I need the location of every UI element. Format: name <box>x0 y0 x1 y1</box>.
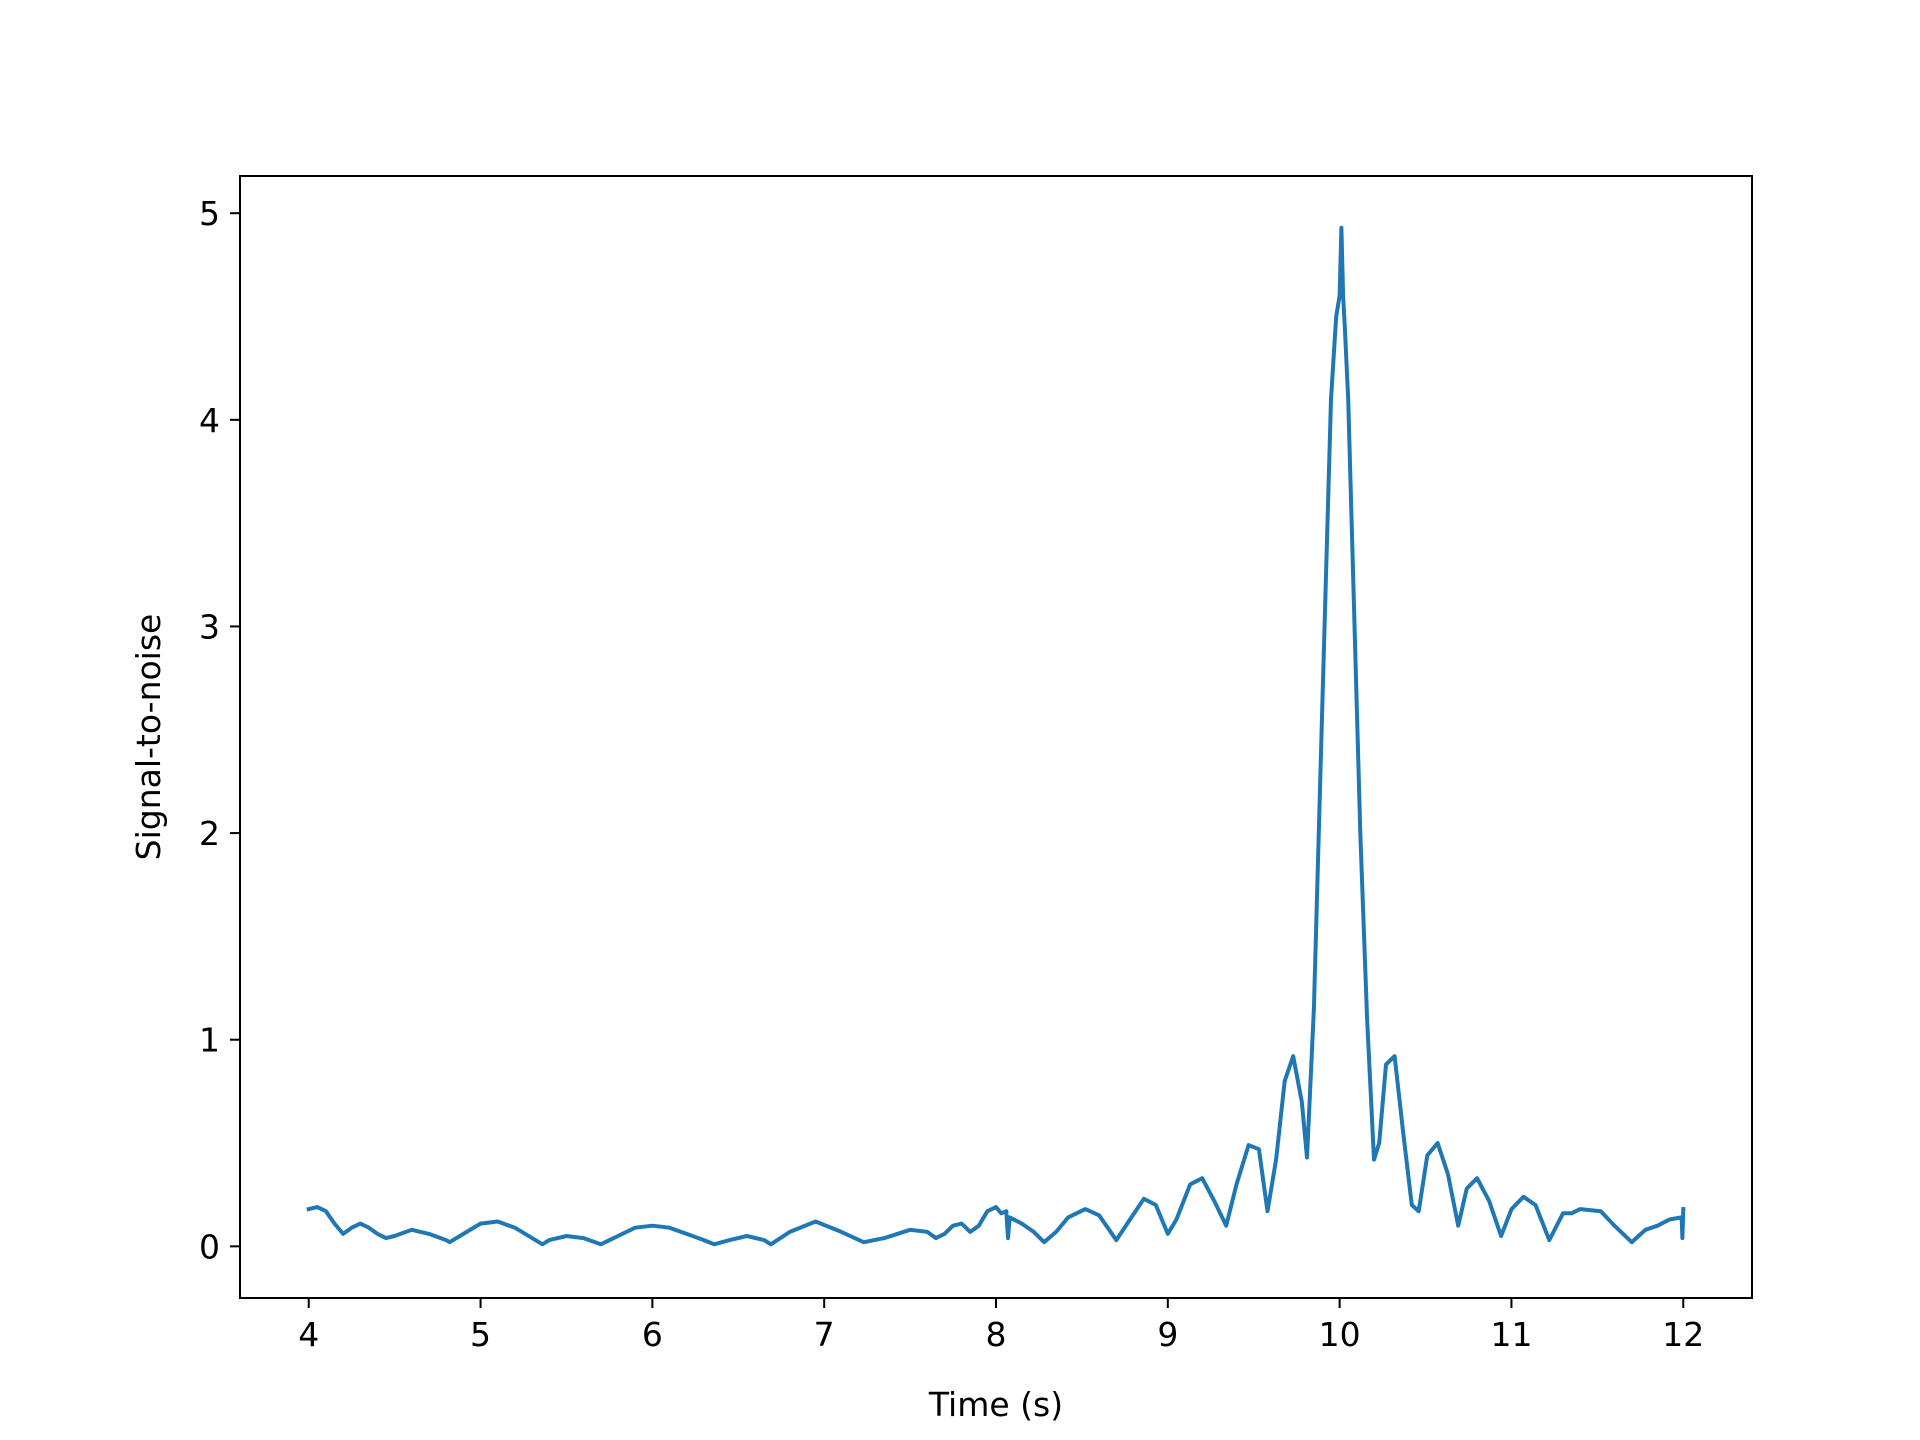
y-tick-label: 1 <box>199 1021 220 1060</box>
x-tick-label: 11 <box>1490 1315 1532 1354</box>
x-tick-label: 9 <box>1157 1315 1178 1354</box>
y-tick-label: 0 <box>199 1227 220 1266</box>
x-tick-label: 12 <box>1662 1315 1704 1354</box>
x-tick-label: 6 <box>642 1315 663 1354</box>
x-tick-label: 4 <box>298 1315 319 1354</box>
x-axis: 4 5 6 7 8 9 10 11 12 <box>298 1298 1704 1354</box>
y-axis: 0 1 2 3 4 5 <box>199 194 240 1266</box>
x-tick-label: 5 <box>470 1315 491 1354</box>
x-tick-label: 7 <box>814 1315 835 1354</box>
series-line-0 <box>306 225 1686 1247</box>
plot-area <box>306 225 1686 1247</box>
y-tick-label: 4 <box>199 401 220 440</box>
y-axis-label: Signal-to-noise <box>129 614 168 861</box>
x-tick-label: 10 <box>1319 1315 1361 1354</box>
y-tick-label: 2 <box>199 814 220 853</box>
y-tick-label: 3 <box>199 607 220 646</box>
y-tick-label: 5 <box>199 194 220 233</box>
x-axis-label: Time (s) <box>928 1385 1063 1424</box>
x-tick-label: 8 <box>986 1315 1007 1354</box>
